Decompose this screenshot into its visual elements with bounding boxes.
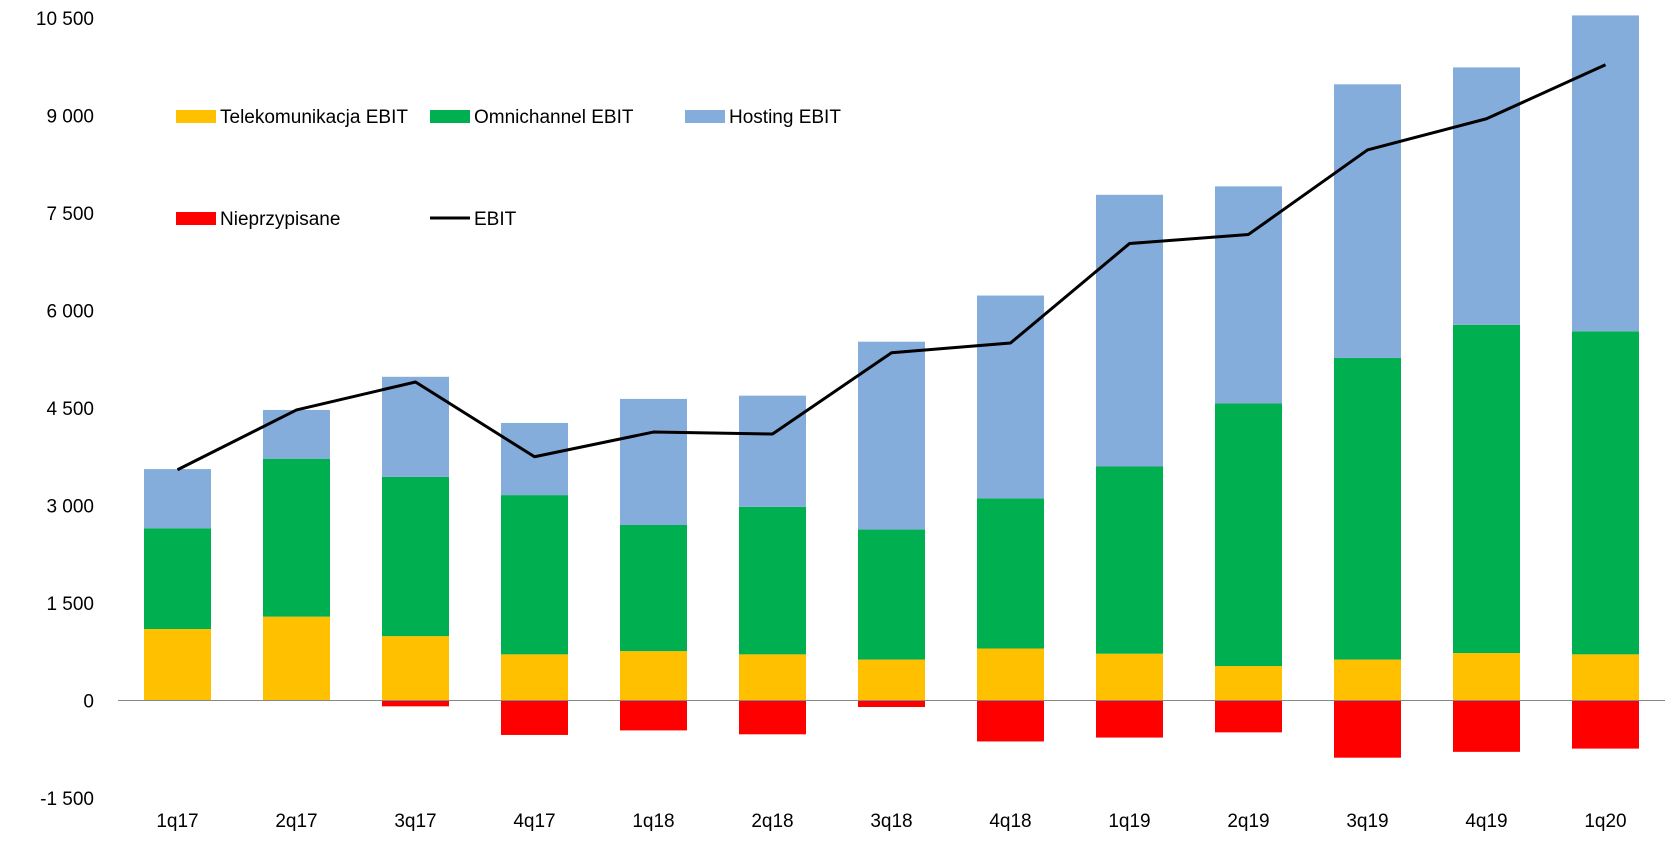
bar-telekomunikacja-ebit-1q20 (1572, 654, 1639, 701)
legend: Telekomunikacja EBIT Omnichannel EBIT Host… (176, 107, 841, 230)
y-tick-label: 3 000 (46, 497, 94, 518)
legend-item-telekomunikacja-ebit: Telekomunikacja EBIT (176, 107, 408, 128)
x-tick-label: 1q19 (1108, 811, 1150, 832)
y-tick-label: 7 500 (46, 204, 94, 225)
bar-nieprzypisane-4q19 (1453, 700, 1520, 752)
bar-nieprzypisane-1q19 (1096, 700, 1163, 738)
x-tick-label: 4q19 (1465, 811, 1507, 832)
y-tick-label: -1 500 (40, 789, 94, 810)
bar-nieprzypisane-2q18 (739, 700, 806, 735)
bar-hosting-ebit-4q19 (1453, 67, 1520, 325)
bar-omnichannel-ebit-1q20 (1572, 331, 1639, 655)
legend-label: Telekomunikacja EBIT (220, 107, 408, 128)
bar-nieprzypisane-1q20 (1572, 700, 1639, 749)
bar-hosting-ebit-1q18 (620, 398, 687, 525)
bar-omnichannel-ebit-1q17 (144, 528, 211, 629)
y-tick-label: 4 500 (46, 399, 94, 420)
bar-omnichannel-ebit-2q17 (263, 458, 330, 617)
bar-hosting-ebit-2q19 (1215, 186, 1282, 404)
bar-hosting-ebit-3q18 (858, 341, 925, 530)
y-tick-label: 0 (83, 692, 94, 713)
bar-hosting-ebit-2q18 (739, 395, 806, 507)
y-tick-label: 10 500 (36, 9, 94, 30)
bar-telekomunikacja-ebit-1q18 (620, 651, 687, 701)
bar-telekomunikacja-ebit-1q19 (1096, 653, 1163, 701)
bar-omnichannel-ebit-3q17 (382, 476, 449, 637)
bar-omnichannel-ebit-2q19 (1215, 403, 1282, 667)
x-tick-label: 3q17 (394, 811, 436, 832)
legend-swatch (430, 110, 470, 123)
x-tick-label: 3q18 (870, 811, 912, 832)
bar-omnichannel-ebit-4q18 (977, 498, 1044, 649)
bar-telekomunikacja-ebit-2q19 (1215, 666, 1282, 701)
bar-telekomunikacja-ebit-4q18 (977, 648, 1044, 701)
bar-omnichannel-ebit-3q18 (858, 529, 925, 660)
bar-telekomunikacja-ebit-1q17 (144, 629, 211, 701)
bar-nieprzypisane-3q17 (382, 700, 449, 707)
bar-hosting-ebit-4q18 (977, 295, 1044, 499)
x-tick-label: 2q17 (275, 811, 317, 832)
bar-nieprzypisane-2q19 (1215, 700, 1282, 733)
legend-swatch (685, 110, 725, 123)
legend-item-ebit: EBIT (430, 209, 517, 230)
ebit-line-layer (176, 63, 1607, 472)
bar-telekomunikacja-ebit-2q17 (263, 616, 330, 701)
bar-telekomunikacja-ebit-3q18 (858, 659, 925, 701)
bars-layer (144, 15, 1639, 758)
bar-telekomunikacja-ebit-3q19 (1334, 659, 1401, 701)
bar-nieprzypisane-1q18 (620, 700, 687, 731)
bar-hosting-ebit-1q17 (144, 469, 211, 529)
ebit-line (176, 63, 1607, 472)
bar-omnichannel-ebit-1q18 (620, 525, 687, 652)
y-tick-label: 1 500 (46, 594, 94, 615)
bar-nieprzypisane-4q17 (501, 700, 568, 735)
bar-hosting-ebit-3q19 (1334, 84, 1401, 358)
x-tick-label: 1q20 (1584, 811, 1626, 832)
x-tick-label: 2q18 (751, 811, 793, 832)
legend-item-hosting-ebit: Hosting EBIT (685, 107, 841, 128)
bar-telekomunikacja-ebit-4q19 (1453, 653, 1520, 701)
x-tick-label: 1q18 (632, 811, 674, 832)
axis-layer: -1 500 0 1 500 3 000 4 500 6 000 7 500 9 000 10 … (36, 9, 1665, 832)
bar-nieprzypisane-4q18 (977, 700, 1044, 742)
legend-swatch (176, 110, 216, 123)
bar-nieprzypisane-3q19 (1334, 700, 1401, 758)
x-tick-label: 1q17 (156, 811, 198, 832)
legend-label: Hosting EBIT (729, 107, 841, 128)
bar-hosting-ebit-3q17 (382, 376, 449, 477)
bar-omnichannel-ebit-2q18 (739, 506, 806, 655)
y-tick-label: 6 000 (46, 302, 94, 323)
bar-omnichannel-ebit-1q19 (1096, 466, 1163, 654)
bar-hosting-ebit-1q19 (1096, 194, 1163, 467)
bar-omnichannel-ebit-3q19 (1334, 357, 1401, 660)
bar-telekomunikacja-ebit-4q17 (501, 654, 568, 701)
bar-hosting-ebit-1q20 (1572, 15, 1639, 332)
x-tick-label: 4q18 (989, 811, 1031, 832)
bar-omnichannel-ebit-4q17 (501, 495, 568, 655)
legend-swatch (176, 212, 216, 225)
bar-telekomunikacja-ebit-2q18 (739, 654, 806, 701)
x-tick-label: 3q19 (1346, 811, 1388, 832)
bar-hosting-ebit-4q17 (501, 422, 568, 496)
legend-label: EBIT (474, 209, 517, 230)
legend-label: Nieprzypisane (220, 209, 340, 230)
x-tick-label: 2q19 (1227, 811, 1269, 832)
bar-telekomunikacja-ebit-3q17 (382, 636, 449, 701)
legend-item-nieprzypisane: Nieprzypisane (176, 209, 340, 230)
legend-item-omnichannel-ebit: Omnichannel EBIT (430, 107, 634, 128)
y-tick-label: 9 000 (46, 107, 94, 128)
x-tick-label: 4q17 (513, 811, 555, 832)
bar-omnichannel-ebit-4q19 (1453, 324, 1520, 654)
legend-label: Omnichannel EBIT (474, 107, 634, 128)
bar-nieprzypisane-3q18 (858, 700, 925, 707)
bar-hosting-ebit-2q17 (263, 409, 330, 459)
